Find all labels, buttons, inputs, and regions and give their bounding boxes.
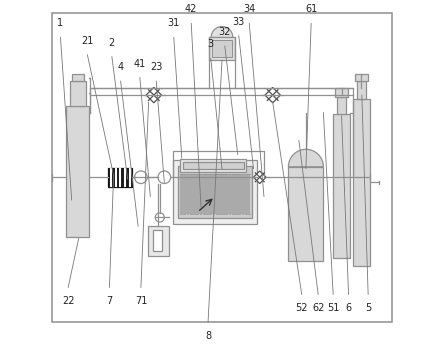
- Polygon shape: [71, 74, 84, 81]
- Text: 31: 31: [168, 18, 180, 28]
- Bar: [357, 81, 366, 99]
- Text: 5: 5: [365, 303, 371, 313]
- Bar: [337, 97, 346, 114]
- Text: 2: 2: [109, 38, 115, 48]
- Bar: [148, 226, 169, 256]
- Text: 52: 52: [295, 303, 308, 313]
- Text: 41: 41: [134, 59, 146, 69]
- Text: 33: 33: [233, 16, 245, 27]
- Bar: [178, 166, 252, 218]
- Polygon shape: [67, 106, 89, 237]
- Bar: [183, 161, 244, 169]
- Bar: [180, 174, 250, 214]
- Text: 21: 21: [81, 36, 94, 46]
- Text: 32: 32: [218, 27, 231, 37]
- Circle shape: [158, 171, 170, 184]
- Bar: [180, 159, 246, 172]
- Text: 34: 34: [243, 5, 255, 14]
- Text: 51: 51: [327, 303, 339, 313]
- Polygon shape: [146, 87, 162, 103]
- Wedge shape: [211, 27, 233, 38]
- Bar: [153, 230, 162, 251]
- Bar: [212, 40, 232, 57]
- Text: 42: 42: [185, 5, 198, 14]
- Text: 62: 62: [312, 303, 324, 313]
- Circle shape: [135, 171, 147, 184]
- Bar: [355, 74, 368, 81]
- Text: 3: 3: [208, 39, 214, 49]
- Text: 6: 6: [345, 303, 352, 313]
- Bar: [209, 38, 235, 60]
- Bar: [289, 167, 323, 261]
- Bar: [335, 88, 348, 97]
- Bar: [173, 160, 257, 224]
- FancyBboxPatch shape: [52, 13, 392, 322]
- Bar: [353, 99, 370, 266]
- Text: 8: 8: [205, 331, 211, 341]
- Text: 7: 7: [106, 296, 112, 306]
- Text: 1: 1: [57, 18, 63, 28]
- Polygon shape: [265, 87, 280, 103]
- Bar: [108, 168, 132, 187]
- Text: 71: 71: [135, 296, 147, 306]
- Polygon shape: [70, 81, 86, 106]
- Polygon shape: [254, 171, 266, 184]
- Text: 22: 22: [62, 296, 75, 306]
- Text: 23: 23: [150, 62, 163, 72]
- Bar: [333, 114, 350, 258]
- Text: 61: 61: [305, 5, 317, 14]
- Circle shape: [155, 213, 164, 222]
- Text: 4: 4: [118, 62, 124, 72]
- Wedge shape: [289, 149, 323, 167]
